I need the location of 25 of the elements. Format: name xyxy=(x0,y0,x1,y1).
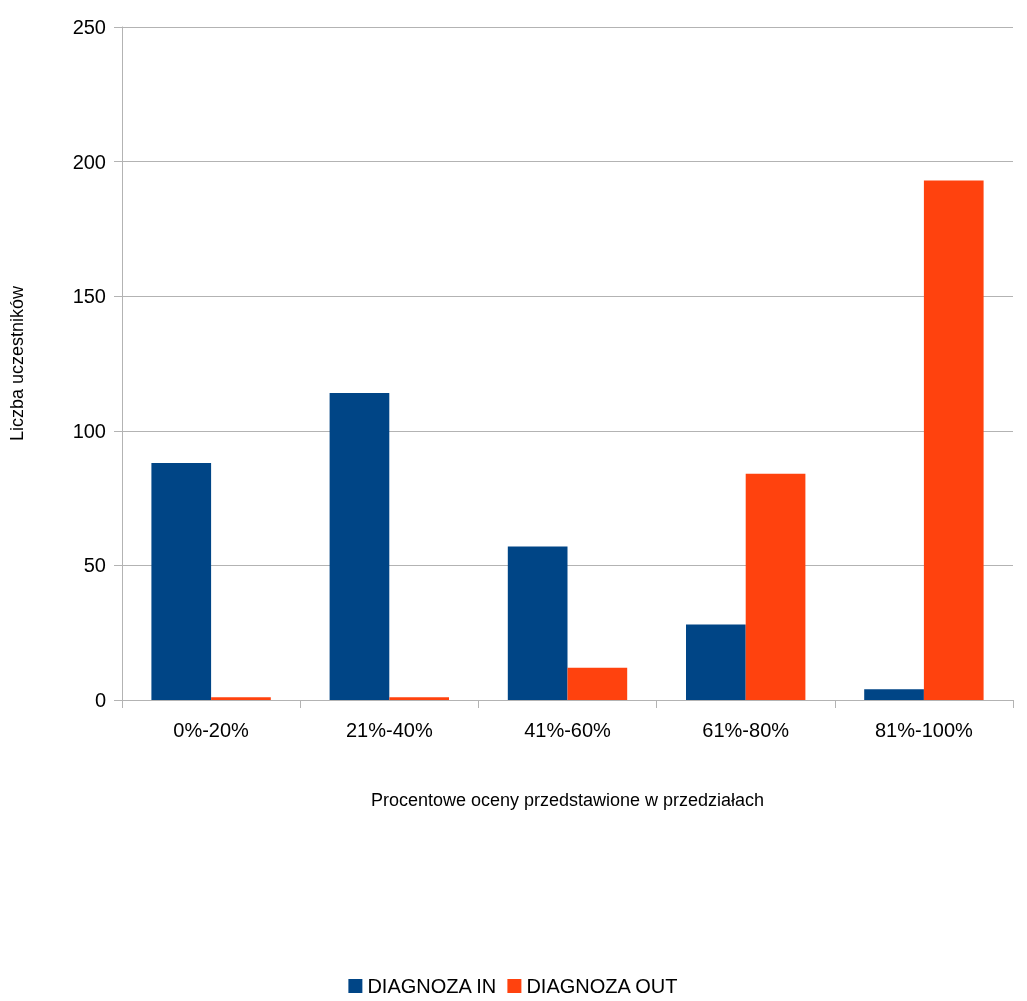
y-tick-label: 50 xyxy=(83,554,106,577)
x-axis-title: Procentowe oceny przedstawione w przedziałach xyxy=(370,790,765,810)
y-tick-label: 150 xyxy=(72,285,106,308)
bar xyxy=(211,697,271,700)
legend-label: DIAGNOZA IN xyxy=(367,975,497,997)
x-tick-label: 21%-40% xyxy=(345,719,433,741)
y-axis-title: Liczba uczestników xyxy=(7,284,27,442)
bar xyxy=(151,463,212,700)
bar xyxy=(923,180,984,700)
bar xyxy=(389,697,449,700)
x-tick-label: 81%-100% xyxy=(874,719,974,741)
x-tick-label: 61%-80% xyxy=(702,719,790,741)
y-tick-label: 200 xyxy=(72,150,106,173)
y-tick-label: 0 xyxy=(94,689,106,711)
bar xyxy=(864,689,924,700)
x-tick-label: 0%-20% xyxy=(173,719,250,741)
bar xyxy=(507,546,568,700)
x-tick-label: 41%-60% xyxy=(524,719,612,741)
bar xyxy=(745,473,806,700)
bar xyxy=(686,624,746,700)
y-tick-label: 100 xyxy=(72,419,106,442)
y-tick-label: 250 xyxy=(72,16,106,38)
legend-label: DIAGNOZA OUT xyxy=(526,975,678,997)
bar xyxy=(329,393,390,700)
bar xyxy=(567,667,628,700)
